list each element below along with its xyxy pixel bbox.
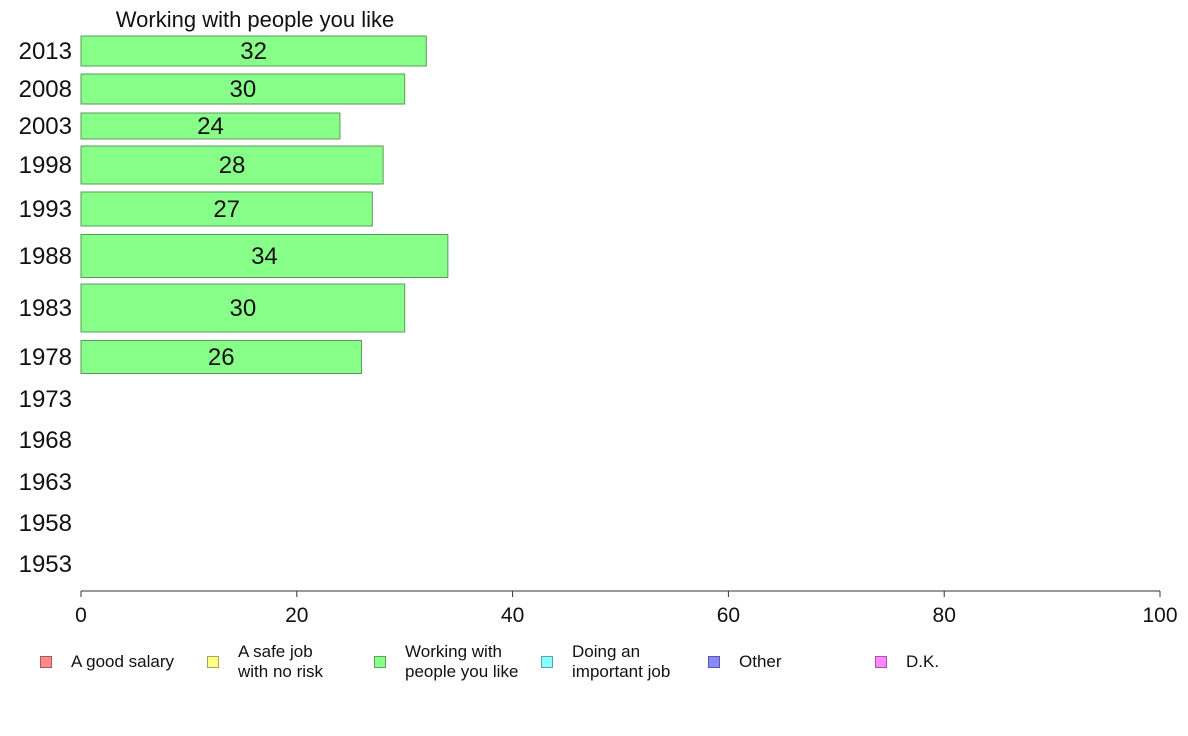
legend-label: Doing an important job [572,642,671,681]
legend-item: A safe job with no risk [207,640,323,684]
legend-swatch [207,656,219,668]
x-tick-label: 20 [285,604,308,627]
y-tick-label: 2003 [19,113,72,140]
data-label: 26 [208,344,235,371]
legend-item: A good salary [40,640,174,684]
legend-label: D.K. [906,652,940,671]
legend-item: Other [708,640,782,684]
bar [80,283,406,333]
bar [80,35,427,67]
chart-title: Working with people you like [116,7,394,32]
x-tick-label: 40 [501,604,524,627]
y-tick-label: 2008 [19,76,72,103]
legend-label: Working with people you like [405,642,519,681]
legend-item: D.K. [875,640,939,684]
data-label: 30 [229,76,256,103]
y-tick-label: 1958 [19,510,72,537]
data-label: 32 [240,38,267,65]
legend-label: Other [739,652,782,671]
legend-swatch [40,656,52,668]
bar-chart: Working with people you like 32302428273… [19,7,1178,627]
legend-item: Working with people you like [374,640,518,684]
y-tick-label: 1983 [19,295,72,322]
legend-swatch [374,656,386,668]
bar [80,191,373,227]
bar [80,234,449,278]
bar [80,340,363,374]
legend-swatch [541,656,553,668]
bar [80,145,384,185]
bar [80,112,341,140]
y-tick-label: 1988 [19,243,72,270]
x-tick-label: 100 [1142,604,1177,627]
legend-label: A safe job with no risk [238,642,324,681]
y-tick-label: 1998 [19,152,72,179]
data-label: 30 [229,295,256,322]
y-tick-label: 1963 [19,469,72,496]
y-tick-label: 1968 [19,427,72,454]
data-label: 27 [213,196,240,223]
legend: A good salary A safe job with no risk Work… [0,640,1188,700]
legend-label: A good salary [71,652,175,671]
x-tick-label: 80 [933,604,956,627]
x-tick-label: 60 [717,604,740,627]
legend-item: Doing an important job [541,640,670,684]
legend-swatch [708,656,720,668]
y-tick-label: 1973 [19,386,72,413]
y-tick-label: 1953 [19,551,72,578]
data-label: 24 [197,113,224,140]
y-tick-label: 2013 [19,38,72,65]
bar [80,73,406,105]
x-tick-label: 0 [75,604,87,627]
data-label: 28 [219,152,246,179]
y-tick-label: 1978 [19,344,72,371]
legend-swatch [875,656,887,668]
y-tick-label: 1993 [19,196,72,223]
data-label: 34 [251,243,278,270]
